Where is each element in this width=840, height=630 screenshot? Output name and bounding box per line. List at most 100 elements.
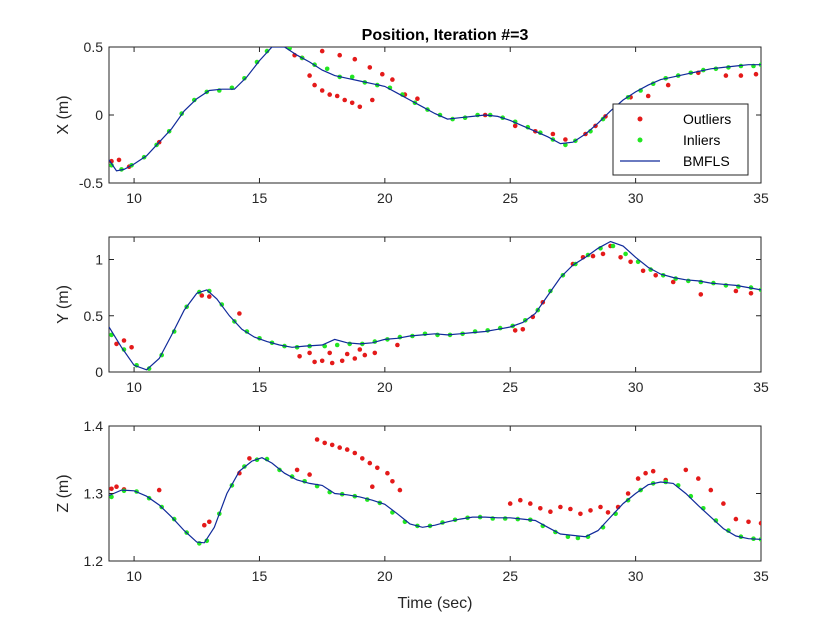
outliers-point xyxy=(342,97,348,103)
outliers-point xyxy=(319,358,325,364)
y-axis-label: Z (m) xyxy=(55,474,72,512)
outliers-point xyxy=(733,516,739,522)
legend-inliers-label: Inliers xyxy=(683,132,720,148)
outliers-point xyxy=(507,501,513,506)
bmfls-line xyxy=(109,457,761,544)
y-tick-label: -0.5 xyxy=(79,175,103,191)
y-tick-label: 1.3 xyxy=(84,486,104,502)
outliers-point xyxy=(512,123,518,129)
inliers-point xyxy=(324,66,330,72)
inliers-point xyxy=(334,342,340,348)
outliers-point xyxy=(598,504,603,510)
outliers-point xyxy=(334,93,340,99)
outliers-point xyxy=(568,506,573,512)
outliers-point xyxy=(352,56,358,62)
outliers-point xyxy=(202,522,207,528)
outliers-point xyxy=(665,82,671,88)
outliers-point xyxy=(733,288,739,294)
x-tick-label: 25 xyxy=(502,379,518,395)
outliers-point xyxy=(683,467,689,473)
outliers-point xyxy=(653,273,658,278)
outliers-point xyxy=(357,347,363,352)
outliers-point xyxy=(327,350,333,356)
outliers-point xyxy=(395,342,400,348)
outliers-point xyxy=(605,510,611,515)
x-tick-label: 20 xyxy=(377,568,393,584)
outliers-point xyxy=(375,465,380,471)
inliers-point xyxy=(192,97,197,103)
outliers-point xyxy=(520,327,526,332)
y-tick-label: 1 xyxy=(95,252,103,268)
outliers-point xyxy=(643,470,648,476)
y-tick-label: 0 xyxy=(95,107,103,123)
x-tick-label: 15 xyxy=(252,190,268,206)
outliers-point xyxy=(329,360,335,366)
outliers-point xyxy=(307,472,312,477)
x-tick-label: 20 xyxy=(377,190,393,206)
outliers-point xyxy=(319,88,325,93)
outliers-point xyxy=(357,104,363,110)
plot-area xyxy=(109,240,761,371)
inliers-point xyxy=(207,288,212,294)
outliers-point xyxy=(307,73,312,78)
outliers-point xyxy=(312,82,317,88)
outliers-point xyxy=(322,440,328,446)
inliers-point xyxy=(349,74,355,80)
outliers-point xyxy=(721,501,726,506)
outliers-point xyxy=(367,460,373,466)
outliers-point xyxy=(116,157,122,163)
outliers-point xyxy=(635,476,641,481)
legend-bmfls-label: BMFLS xyxy=(683,153,730,169)
outliers-point xyxy=(109,486,114,492)
outliers-point xyxy=(518,497,523,503)
bmfls-line xyxy=(109,47,761,172)
legend: Outliers Inliers BMFLS xyxy=(612,103,749,176)
outliers-point xyxy=(600,251,606,257)
y-tick-label: 0 xyxy=(95,364,103,380)
y-axis-label: X (m) xyxy=(55,95,72,134)
outliers-point xyxy=(114,484,119,490)
outliers-point xyxy=(640,268,646,274)
outliers-point xyxy=(590,253,596,259)
y-tick-label: 0.5 xyxy=(84,308,104,324)
inliers-point xyxy=(623,251,628,257)
y-tick-label: 1.2 xyxy=(84,553,104,569)
inliers-point xyxy=(109,494,114,500)
outliers-point xyxy=(360,456,365,461)
inliers-point xyxy=(146,366,152,371)
outliers-point xyxy=(237,311,242,316)
outliers-point xyxy=(247,456,252,461)
x-tick-label: 15 xyxy=(252,568,268,584)
x-tick-label: 10 xyxy=(126,190,142,206)
x-tick-label: 20 xyxy=(377,379,393,395)
x-tick-label: 10 xyxy=(126,568,142,584)
x-tick-label: 35 xyxy=(753,190,769,206)
outliers-point xyxy=(625,491,631,496)
x-tick-label: 35 xyxy=(753,379,769,395)
outliers-point xyxy=(723,73,729,78)
axes-box xyxy=(108,236,762,373)
outliers-point xyxy=(362,352,368,358)
outliers-point xyxy=(650,468,656,474)
outliers-point xyxy=(746,519,751,525)
axes-box xyxy=(108,425,762,562)
outliers-point xyxy=(327,92,333,97)
inliers-point xyxy=(264,48,270,54)
outliers-point xyxy=(380,71,385,77)
x-tick-label: 30 xyxy=(628,568,644,584)
outliers-point xyxy=(370,484,375,490)
outliers-point xyxy=(738,73,744,78)
outliers-point xyxy=(397,487,403,493)
outliers-point xyxy=(618,254,623,260)
panel-z-position: 10 15 20 25 30 35 1.2 1.3 1.4 Z (m) xyxy=(55,418,769,584)
x-tick-label: 15 xyxy=(252,379,268,395)
outliers-point xyxy=(708,487,714,493)
x-tick-label: 25 xyxy=(502,568,518,584)
outliers-point xyxy=(339,358,345,364)
inliers-point xyxy=(242,76,247,81)
y-tick-label: 1.4 xyxy=(84,418,104,434)
x-axis-label: Time (sec) xyxy=(398,595,473,612)
outliers-point xyxy=(329,442,335,448)
y-tick-label: 0.5 xyxy=(84,39,104,55)
outliers-point xyxy=(563,137,568,142)
